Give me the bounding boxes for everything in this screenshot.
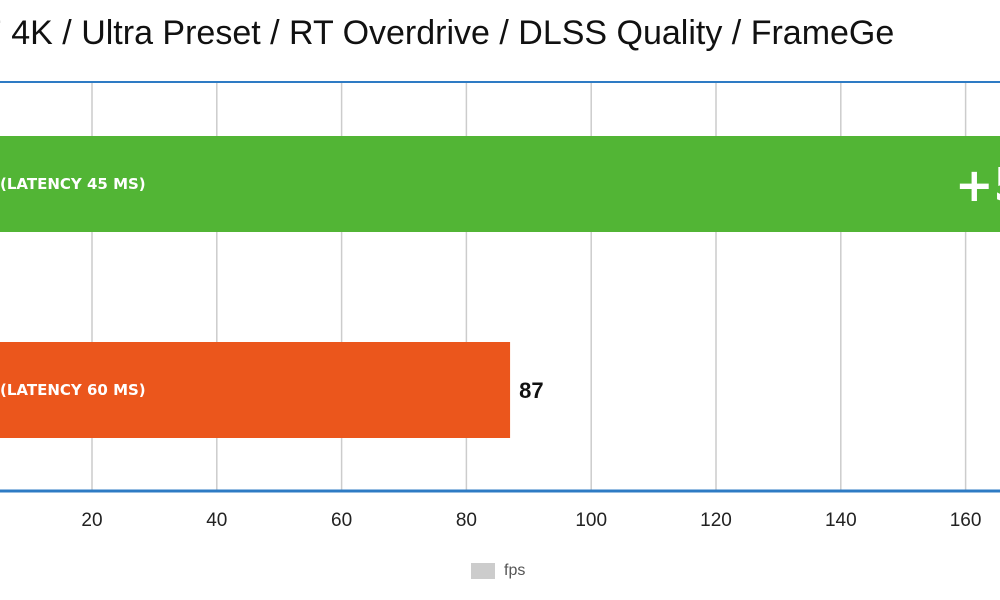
chart-title: 77 4K / Ultra Preset / RT Overdrive / DL… [0,14,895,52]
bars: (LATENCY 45 MS) +5 (LATENCY 60 MS) 87 [0,136,1000,438]
bar-value-label: 87 [519,378,543,403]
x-tick-label: 160 [950,510,982,531]
x-tick-label: 20 [81,510,102,531]
x-tick-label: 40 [206,510,227,531]
bar-category-label: (LATENCY 60 MS) [0,381,146,399]
legend-swatch [471,563,495,579]
bar [0,342,511,438]
x-tick-label: 120 [700,510,732,531]
x-tick-label: 100 [575,510,607,531]
x-tick-label: 80 [456,510,477,531]
legend: fps [471,562,525,580]
x-tick-label: 140 [825,510,857,531]
bar-value-label: +5 [955,158,1000,212]
x-tick-labels: 20 40 60 80 100 120 140 160 [81,510,981,531]
legend-label: fps [504,562,526,579]
bar [0,136,1000,232]
x-tick-label: 60 [331,510,352,531]
bar-category-label: (LATENCY 45 MS) [0,175,146,193]
